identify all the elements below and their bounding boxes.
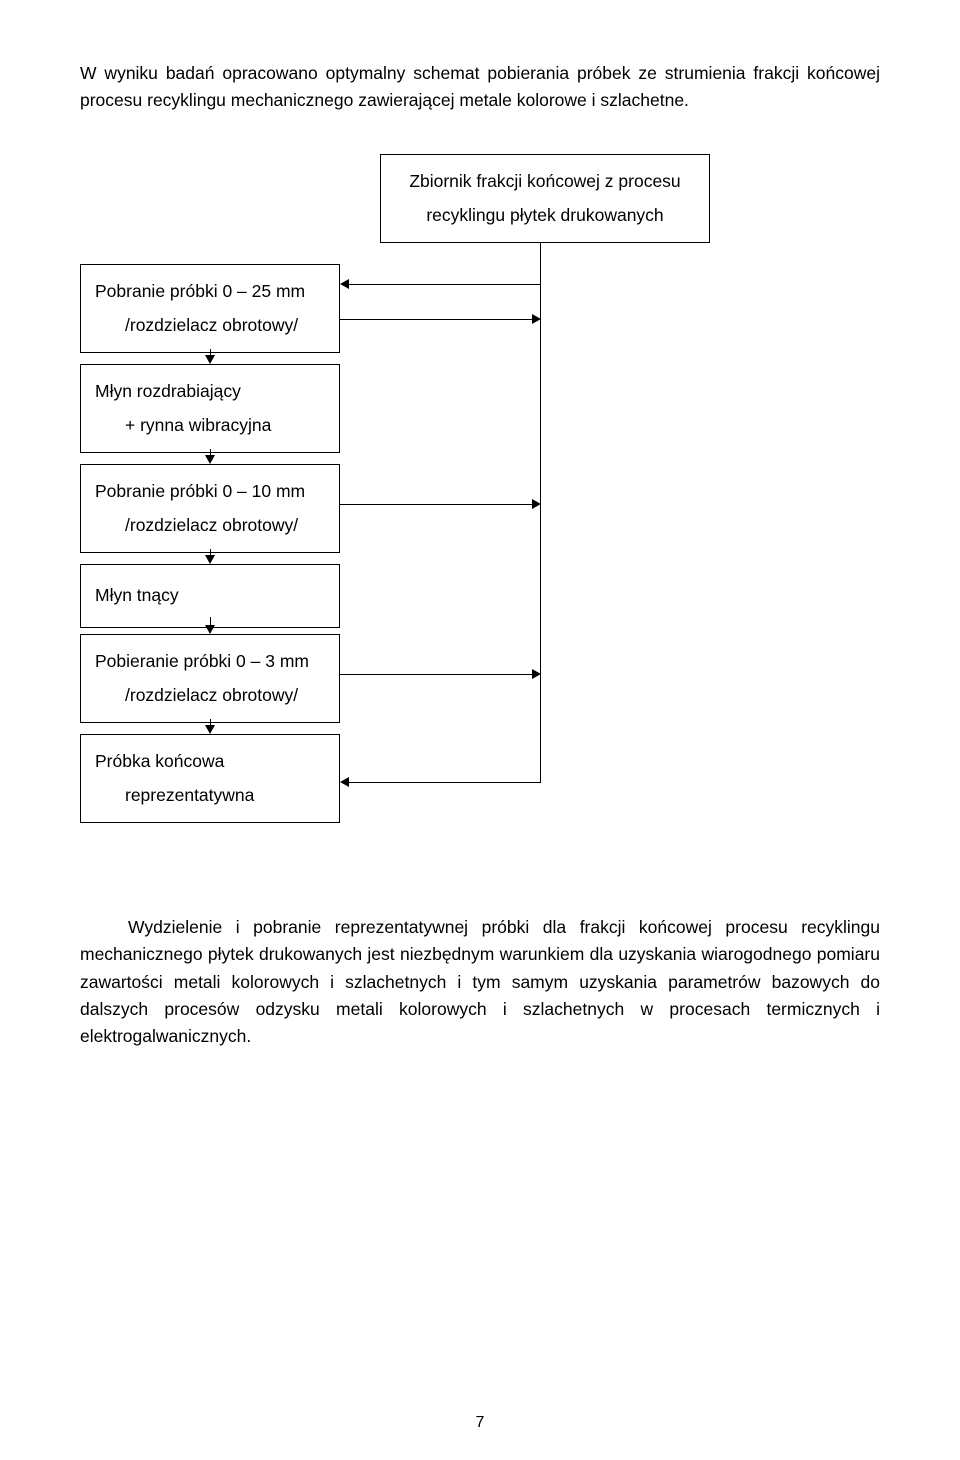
flow-diagram: Zbiornik frakcji końcowej z procesu recy… bbox=[80, 154, 880, 874]
flow-edge bbox=[340, 504, 532, 505]
intro-paragraph: W wyniku badań opracowano optymalny sche… bbox=[80, 60, 880, 114]
flow-step-3-line1: Pobranie próbki 0 – 10 mm bbox=[95, 475, 325, 508]
outro-paragraph: Wydzielenie i pobranie reprezentatywnej … bbox=[80, 914, 880, 1050]
arrowhead-left-icon bbox=[340, 777, 349, 787]
arrowhead-right-icon bbox=[532, 499, 541, 509]
arrowhead-down-icon bbox=[205, 455, 215, 464]
flow-source-line1: Zbiornik frakcji końcowej z procesu bbox=[389, 165, 701, 198]
flow-step-2-line1: Młyn rozdrabiający bbox=[95, 375, 325, 408]
flow-edge bbox=[349, 284, 540, 285]
flow-step-4-line1: Młyn tnący bbox=[95, 579, 325, 612]
flow-step-1-box: Pobranie próbki 0 – 25 mm /rozdzielacz o… bbox=[80, 264, 340, 353]
flow-step-6-line2: reprezentatywna bbox=[95, 779, 325, 812]
flow-step-3-box: Pobranie próbki 0 – 10 mm /rozdzielacz o… bbox=[80, 464, 340, 553]
arrowhead-left-icon bbox=[340, 279, 349, 289]
flow-edge bbox=[340, 319, 532, 320]
flow-step-3-line2: /rozdzielacz obrotowy/ bbox=[95, 509, 325, 542]
arrowhead-down-icon bbox=[205, 355, 215, 364]
flow-source-line2: recyklingu płytek drukowanych bbox=[389, 199, 701, 232]
flow-step-1-line1: Pobranie próbki 0 – 25 mm bbox=[95, 275, 325, 308]
flow-step-5-line1: Pobieranie próbki 0 – 3 mm bbox=[95, 645, 325, 678]
flow-step-5-box: Pobieranie próbki 0 – 3 mm /rozdzielacz … bbox=[80, 634, 340, 723]
flow-source-box: Zbiornik frakcji końcowej z procesu recy… bbox=[380, 154, 710, 243]
flow-step-2-box: Młyn rozdrabiający + rynna wibracyjna bbox=[80, 364, 340, 453]
flow-step-6-line1: Próbka końcowa bbox=[95, 745, 325, 778]
arrowhead-down-icon bbox=[205, 555, 215, 564]
flow-edge bbox=[340, 674, 532, 675]
flow-step-6-box: Próbka końcowa reprezentatywna bbox=[80, 734, 340, 823]
arrowhead-right-icon bbox=[532, 669, 541, 679]
arrowhead-down-icon bbox=[205, 625, 215, 634]
flow-edge bbox=[349, 782, 541, 783]
flow-step-2-line2: + rynna wibracyjna bbox=[95, 409, 325, 442]
page-number: 7 bbox=[0, 1414, 960, 1432]
arrowhead-down-icon bbox=[205, 725, 215, 734]
arrowhead-right-icon bbox=[532, 314, 541, 324]
flow-step-5-line2: /rozdzielacz obrotowy/ bbox=[95, 679, 325, 712]
flow-step-1-line2: /rozdzielacz obrotowy/ bbox=[95, 309, 325, 342]
